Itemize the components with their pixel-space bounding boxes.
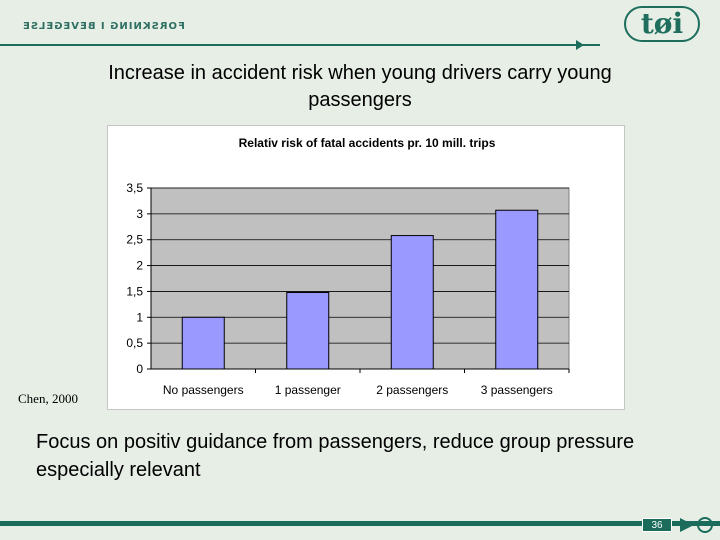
next-slide-arrow-icon[interactable]	[680, 518, 694, 532]
y-tick-label: 0,5	[126, 336, 143, 350]
logo: tøi	[624, 6, 700, 42]
chart-title: Relativ risk of fatal accidents pr. 10 m…	[239, 136, 496, 150]
x-tick-label: 1 passenger	[275, 383, 341, 397]
header-tagline: FORSKNING I BEVEGELSE	[22, 21, 185, 32]
footer-rule	[0, 521, 720, 526]
slide-body-text: Focus on positiv guidance from passenger…	[36, 431, 635, 481]
bar	[181, 316, 225, 370]
bar	[495, 209, 539, 370]
y-tick-label: 0	[136, 362, 143, 376]
y-tick-label: 2,5	[126, 233, 143, 247]
y-tick-label: 3	[136, 207, 143, 221]
chart-container: Relativ risk of fatal accidents pr. 10 m…	[107, 125, 625, 410]
bar	[286, 291, 330, 370]
bar-chart: Relativ risk of fatal accidents pr. 10 m…	[126, 136, 570, 397]
y-tick-label: 3,5	[126, 181, 143, 195]
y-tick-label: 1	[136, 310, 143, 324]
header-rule	[0, 44, 600, 46]
x-tick-label: 3 passengers	[481, 383, 553, 397]
bar	[390, 235, 434, 370]
source-citation: Chen, 2000	[18, 391, 78, 406]
x-tick-label: 2 passengers	[376, 383, 448, 397]
logo-text: tøi	[640, 7, 684, 40]
next-slide-circle-icon[interactable]	[697, 517, 713, 533]
slide-title: Increase in accident risk when young dri…	[108, 62, 612, 111]
x-tick-label: No passengers	[163, 383, 244, 397]
page-number: 36	[642, 518, 672, 532]
y-tick-label: 1,5	[126, 284, 143, 298]
y-tick-label: 2	[136, 259, 143, 273]
header-arrow-icon	[576, 40, 584, 50]
